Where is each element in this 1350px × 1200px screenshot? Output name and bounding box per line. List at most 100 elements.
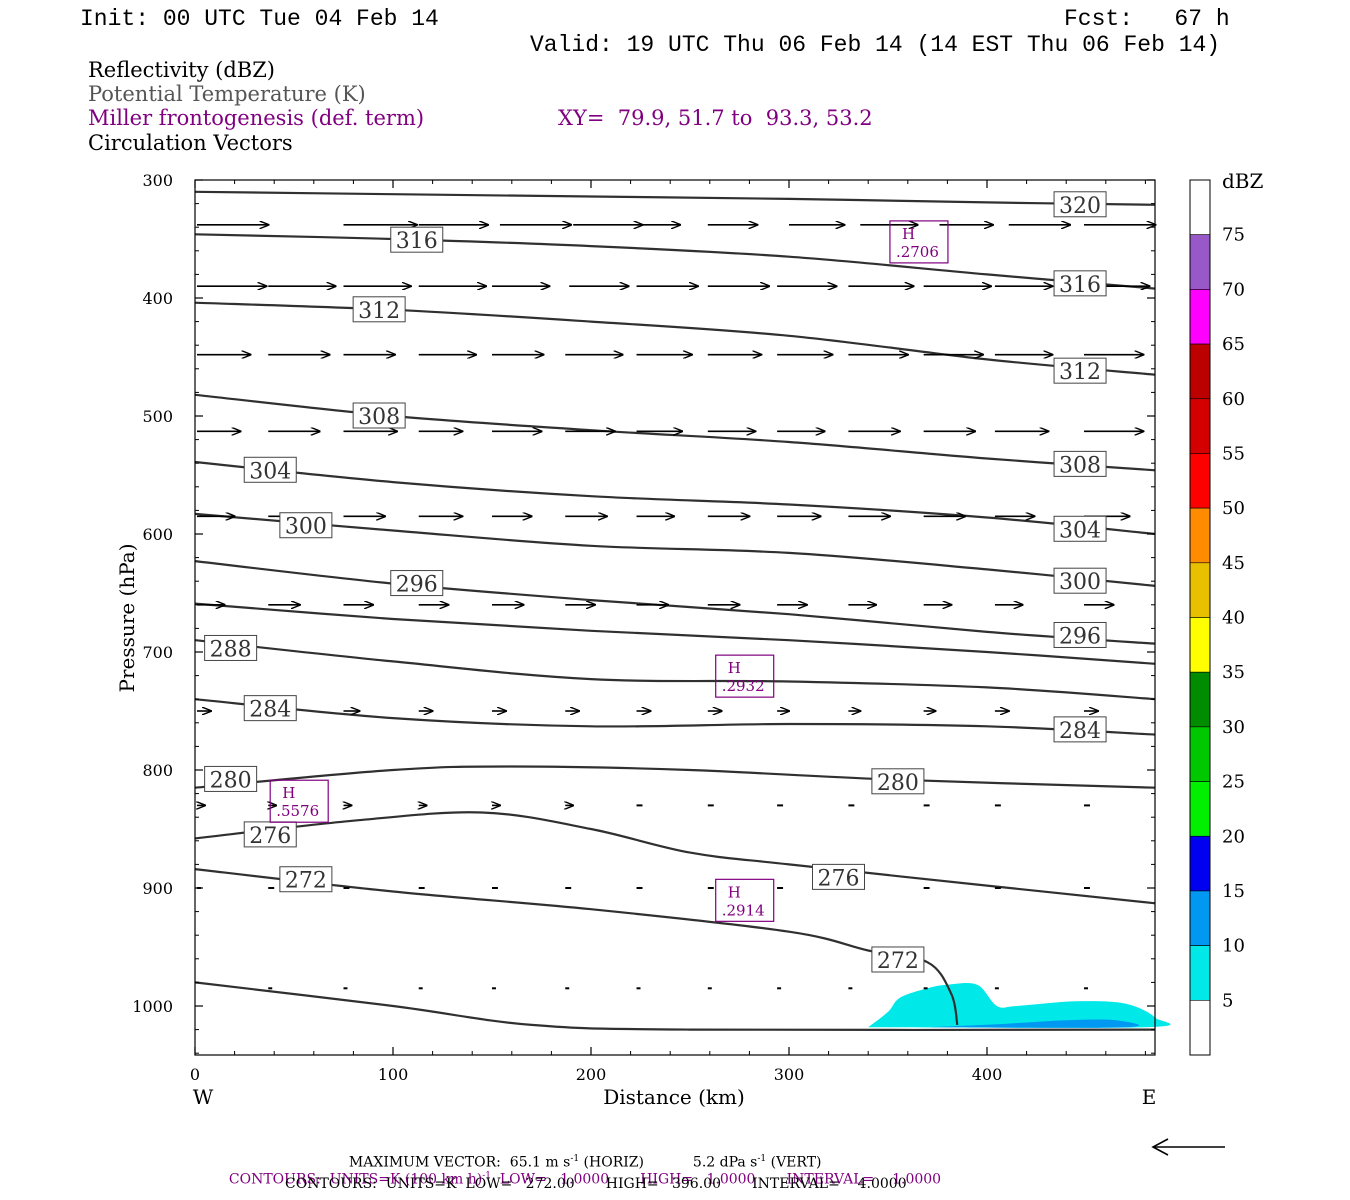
theta-label-box [812, 863, 865, 890]
theta-label-box [243, 456, 297, 483]
colorbar-segment [1189, 835, 1211, 892]
colorbar-level-label: 40 [1222, 608, 1245, 629]
theta-contour-292 [194, 602, 1156, 665]
x-axis-label: Distance (km) [603, 1085, 745, 1109]
legend-frontogenesis: Miller frontogenesis (def. term) [88, 106, 425, 130]
theta-label-276: 276 [249, 824, 291, 849]
theta-label-300: 300 [285, 515, 327, 540]
theta-label-284: 284 [1059, 719, 1101, 744]
y-tick-label: 900 [142, 879, 173, 898]
colorbar-level-label: 5 [1222, 990, 1233, 1011]
theta-label-316: 316 [396, 229, 438, 254]
theta-label-276: 276 [818, 866, 860, 891]
colorbar-level-label: 75 [1222, 225, 1245, 246]
y-tick-label: 500 [142, 407, 173, 426]
colorbar-segment [1189, 1000, 1211, 1056]
theta-contour-284 [194, 698, 1156, 736]
frontogenesis-max-box [715, 654, 775, 698]
theta-label-316: 316 [1059, 273, 1101, 298]
frontogenesis-max-marker: H [728, 883, 741, 901]
colorbar-level-label: 55 [1222, 443, 1245, 464]
theta-label-box [352, 402, 406, 429]
colorbar-segment [1189, 726, 1211, 782]
frontogenesis-max-marker: H [902, 225, 915, 243]
frontogenesis-max-box [889, 220, 949, 264]
theta-label-box [871, 768, 925, 795]
theta-contour-320 [194, 190, 1156, 206]
theta-label-box [1053, 567, 1107, 594]
theta-label-box [871, 946, 925, 973]
x-tick-label: 0 [190, 1065, 200, 1084]
theta-label-308: 308 [1059, 453, 1101, 478]
theta-label-box [1053, 716, 1107, 743]
x-tick-label: 300 [774, 1065, 805, 1084]
frontogenesis-max-value: .2706 [896, 243, 939, 261]
colorbar-level-label: 65 [1222, 334, 1245, 355]
plot-frame [194, 179, 1156, 1056]
colorbar-title: dBZ [1222, 169, 1264, 193]
reflectivity-area-10dbz [927, 1019, 1140, 1028]
y-tick-label: 400 [142, 289, 173, 308]
colorbar-level-label: 25 [1222, 772, 1245, 793]
valid-time: Valid: 19 UTC Thu 06 Feb 14 (14 EST Thu … [530, 32, 1221, 58]
colorbar-segment [1189, 179, 1211, 235]
frontogenesis-max-marker: H [282, 784, 295, 802]
theta-label-box [279, 866, 333, 893]
x-tick-label: 400 [972, 1065, 1003, 1084]
theta-contour-308 [194, 393, 1156, 472]
legend-theta: Potential Temperature (K) [88, 82, 366, 106]
frontogenesis-max-box [715, 878, 775, 922]
theta-label-304: 304 [249, 459, 291, 484]
colorbar-segment [1189, 562, 1211, 618]
theta-label-box [243, 695, 297, 722]
theta-label-box [390, 570, 444, 597]
theta-label-284: 284 [249, 698, 291, 723]
colorbar-segment [1189, 398, 1211, 454]
y-tick-label: 1000 [132, 997, 173, 1016]
theta-contour-280 [194, 765, 1156, 789]
forecast-hour: Fcst: 67 h [1064, 6, 1230, 32]
theta-contour-288 [194, 639, 1156, 701]
theta-label-272: 272 [877, 949, 919, 974]
theta-label-312: 312 [358, 299, 400, 324]
theta-contour-296 [194, 560, 1156, 645]
y-tick-label: 300 [142, 171, 173, 190]
y-tick-label: 700 [142, 643, 173, 662]
colorbar-segment [1189, 343, 1211, 400]
legend-reflectivity: Reflectivity (dBZ) [88, 58, 276, 82]
theta-contour-300 [194, 512, 1156, 587]
cross-section-endpoints: XY= 79.9, 51.7 to 93.3, 53.2 [558, 106, 873, 130]
theta-label-312: 312 [1059, 360, 1101, 385]
theta-label-280: 280 [210, 768, 252, 793]
theta-label-box [1053, 621, 1107, 648]
reflectivity-area-5dbz [868, 983, 1171, 1028]
theta-contour-272 [194, 868, 959, 1026]
colorbar-segment [1189, 617, 1211, 673]
x-end-label-west: W [193, 1085, 214, 1109]
theta-label-box [352, 296, 406, 323]
theta-label-288: 288 [210, 637, 252, 662]
frontogenesis-max-box [269, 779, 329, 823]
theta-label-box [204, 634, 258, 661]
colorbar-segment [1189, 507, 1211, 564]
x-end-label-east: E [1142, 1085, 1157, 1109]
init-time: Init: 00 UTC Tue 04 Feb 14 [80, 6, 439, 32]
x-tick-label: 200 [576, 1065, 607, 1084]
theta-label-box [279, 512, 333, 539]
frontogenesis-max-value: .2914 [722, 901, 765, 919]
theta-label-300: 300 [1059, 570, 1101, 595]
theta-label-box [1053, 191, 1107, 218]
theta-label-box [390, 226, 444, 253]
colorbar-level-label: 10 [1222, 936, 1245, 957]
theta-label-box [1053, 515, 1107, 542]
footer-max-vector: MAXIMUM VECTOR: 65.1 m s-1 (HORIZ) 5.2 d… [348, 1154, 822, 1171]
legend-vectors: Circulation Vectors [88, 131, 293, 155]
colorbar-level-label: 20 [1222, 826, 1245, 847]
theta-contour-276 [194, 811, 1156, 905]
colorbar-segment [1189, 890, 1211, 946]
reference-vector [1151, 1138, 1225, 1156]
colorbar-level-label: 30 [1222, 717, 1245, 738]
colorbar-level-label: 50 [1222, 498, 1245, 519]
x-tick-label: 100 [378, 1065, 409, 1084]
